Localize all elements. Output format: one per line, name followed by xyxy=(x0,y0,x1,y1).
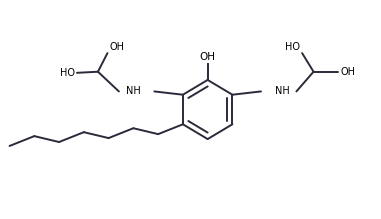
Text: OH: OH xyxy=(109,42,124,52)
Text: HO: HO xyxy=(60,68,75,78)
Text: NH: NH xyxy=(275,87,289,96)
Text: OH: OH xyxy=(340,67,355,77)
Text: OH: OH xyxy=(200,52,216,62)
Text: NH: NH xyxy=(126,87,141,96)
Text: HO: HO xyxy=(285,42,300,52)
